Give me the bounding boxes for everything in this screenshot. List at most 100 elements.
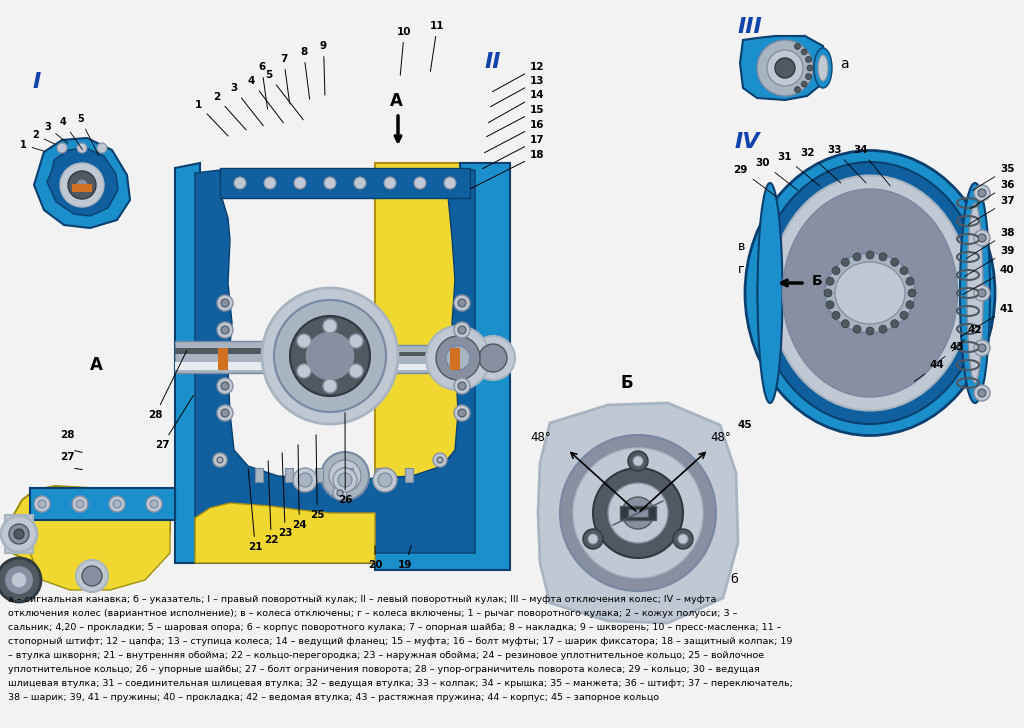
Circle shape [583, 529, 603, 549]
Circle shape [414, 177, 426, 189]
Bar [345, 468, 353, 482]
Circle shape [628, 451, 648, 471]
Text: I: I [33, 72, 41, 92]
Ellipse shape [818, 55, 828, 81]
Polygon shape [175, 163, 510, 570]
Text: II: II [485, 52, 502, 72]
Text: 38: 38 [967, 228, 1015, 258]
Text: А: А [90, 356, 102, 374]
Bar [72, 184, 92, 192]
Text: 48°: 48° [530, 431, 551, 444]
Circle shape [150, 500, 158, 508]
Circle shape [458, 326, 466, 334]
Text: 42: 42 [952, 325, 983, 351]
Text: 13: 13 [490, 76, 545, 107]
Circle shape [757, 40, 813, 96]
Polygon shape [195, 170, 475, 553]
Circle shape [97, 143, 106, 153]
Circle shape [673, 529, 693, 549]
Circle shape [333, 486, 347, 500]
Text: Б: Б [812, 274, 822, 288]
Circle shape [879, 253, 887, 261]
Circle shape [853, 325, 861, 333]
Text: 40: 40 [963, 265, 1015, 295]
Circle shape [588, 534, 598, 544]
Ellipse shape [825, 253, 915, 333]
Circle shape [0, 558, 41, 602]
Circle shape [622, 497, 654, 529]
Text: 39: 39 [965, 246, 1015, 277]
Circle shape [471, 336, 515, 380]
Text: 2: 2 [213, 92, 246, 130]
Circle shape [349, 364, 362, 378]
Circle shape [290, 316, 370, 396]
Circle shape [337, 468, 353, 484]
Circle shape [436, 336, 480, 380]
Circle shape [217, 405, 233, 421]
Circle shape [454, 322, 470, 338]
Ellipse shape [835, 262, 905, 324]
Circle shape [866, 327, 874, 335]
Circle shape [433, 453, 447, 467]
Text: 28: 28 [148, 350, 186, 420]
Ellipse shape [814, 48, 831, 88]
Circle shape [974, 285, 990, 301]
Circle shape [974, 230, 990, 246]
Bar [315, 468, 323, 482]
Text: 15: 15 [486, 105, 545, 137]
Circle shape [213, 453, 227, 467]
Circle shape [560, 435, 716, 591]
Circle shape [444, 177, 456, 189]
Circle shape [321, 452, 369, 500]
Circle shape [573, 448, 703, 578]
Circle shape [767, 50, 803, 86]
Circle shape [9, 524, 29, 544]
Circle shape [221, 382, 229, 390]
Circle shape [826, 277, 835, 285]
Circle shape [38, 500, 46, 508]
Text: 25: 25 [310, 435, 325, 520]
Text: 14: 14 [488, 90, 545, 122]
Circle shape [678, 534, 688, 544]
Text: 27: 27 [60, 452, 75, 462]
Text: 48°: 48° [710, 431, 731, 444]
Circle shape [978, 289, 986, 297]
Circle shape [294, 177, 306, 189]
Circle shape [900, 312, 908, 320]
Text: 23: 23 [278, 453, 293, 538]
Circle shape [329, 460, 361, 492]
Text: 3: 3 [44, 122, 68, 143]
Circle shape [807, 65, 813, 71]
Circle shape [217, 322, 233, 338]
Circle shape [908, 289, 916, 297]
Text: 11: 11 [430, 21, 444, 71]
Circle shape [221, 299, 229, 307]
Circle shape [866, 251, 874, 259]
Text: стопорный штифт; 12 – цапфа; 13 – ступица колеса; 14 – ведущий фланец; 15 – муфт: стопорный штифт; 12 – цапфа; 13 – ступиц… [8, 638, 793, 646]
Circle shape [891, 320, 899, 328]
Bar [628, 509, 648, 517]
Circle shape [384, 177, 396, 189]
Text: 8: 8 [300, 47, 309, 99]
Ellipse shape [770, 175, 970, 411]
Circle shape [217, 457, 223, 463]
Ellipse shape [967, 203, 983, 383]
Text: 5: 5 [265, 70, 303, 120]
Circle shape [305, 331, 355, 381]
Text: 21: 21 [248, 469, 262, 552]
Circle shape [57, 143, 67, 153]
Text: 4: 4 [60, 117, 82, 150]
Circle shape [333, 468, 357, 492]
Text: 45: 45 [738, 420, 753, 430]
Bar [390, 345, 485, 373]
Circle shape [978, 389, 986, 397]
Circle shape [68, 171, 96, 199]
Bar [375, 468, 383, 482]
Circle shape [82, 566, 102, 586]
Circle shape [221, 326, 229, 334]
Circle shape [906, 277, 914, 285]
Circle shape [34, 496, 50, 512]
Polygon shape [30, 518, 170, 590]
Circle shape [833, 312, 840, 320]
Circle shape [775, 58, 795, 78]
